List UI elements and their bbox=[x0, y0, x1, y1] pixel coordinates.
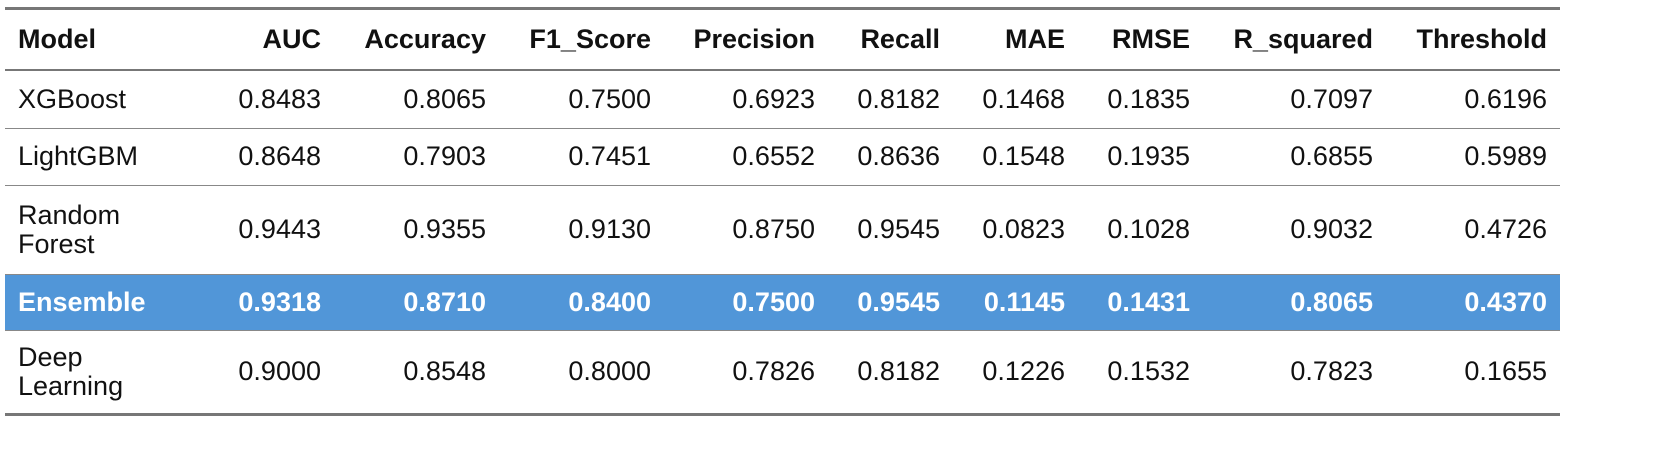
metric-cell: 0.9443 bbox=[210, 185, 334, 275]
header-cell: Precision bbox=[664, 7, 828, 71]
metric-cell: 0.8182 bbox=[828, 70, 953, 129]
metric-cell: 0.1835 bbox=[1078, 70, 1203, 129]
table-row: Ensemble 0.9318 0.8710 0.8400 0.7500 0.9545 0.… bbox=[5, 274, 1560, 331]
header-cell: Threshold bbox=[1386, 7, 1560, 71]
metric-cell: 0.7500 bbox=[499, 70, 664, 129]
metric-cell: 0.1935 bbox=[1078, 128, 1203, 186]
metric-cell: 0.9545 bbox=[828, 185, 953, 275]
metric-cell: 0.1532 bbox=[1078, 330, 1203, 416]
header-cell: Accuracy bbox=[334, 7, 499, 71]
metric-cell: 0.8636 bbox=[828, 128, 953, 186]
metric-cell: 0.6552 bbox=[664, 128, 828, 186]
table-row: XGBoost 0.8483 0.8065 0.7500 0.6923 0.8182 0.1… bbox=[5, 70, 1560, 129]
metric-cell: 0.7451 bbox=[499, 128, 664, 186]
header-cell: AUC bbox=[210, 7, 334, 71]
metric-cell: 0.8065 bbox=[1203, 274, 1386, 331]
results-table: Model AUC Accuracy F1_Score Precision Recall M… bbox=[5, 7, 1560, 416]
metric-cell: 0.0823 bbox=[953, 185, 1078, 275]
metric-cell: 0.1655 bbox=[1386, 330, 1560, 416]
table-row: LightGBM 0.8648 0.7903 0.7451 0.6552 0.8636 0.… bbox=[5, 128, 1560, 186]
metric-cell: 0.4370 bbox=[1386, 274, 1560, 331]
metric-cell: 0.4726 bbox=[1386, 185, 1560, 275]
metric-cell: 0.8483 bbox=[210, 70, 334, 129]
metric-cell: 0.9318 bbox=[210, 274, 334, 331]
model-cell: Ensemble bbox=[5, 274, 210, 331]
header-cell: F1_Score bbox=[499, 7, 664, 71]
metric-cell: 0.1028 bbox=[1078, 185, 1203, 275]
model-name: Random Forest bbox=[18, 199, 121, 259]
metric-cell: 0.7097 bbox=[1203, 70, 1386, 129]
model-name: XGBoost bbox=[18, 83, 127, 114]
metric-cell: 0.6923 bbox=[664, 70, 828, 129]
metric-cell: 0.8000 bbox=[499, 330, 664, 416]
metric-cell: 0.8648 bbox=[210, 128, 334, 186]
metric-cell: 0.7823 bbox=[1203, 330, 1386, 416]
metric-cell: 0.1226 bbox=[953, 330, 1078, 416]
model-name: Ensemble bbox=[18, 286, 146, 317]
metric-cell: 0.8710 bbox=[334, 274, 499, 331]
metric-cell: 0.8548 bbox=[334, 330, 499, 416]
model-cell: XGBoost bbox=[5, 70, 210, 129]
model-cell: LightGBM bbox=[5, 128, 210, 186]
metric-cell: 0.1145 bbox=[953, 274, 1078, 331]
header-cell: RMSE bbox=[1078, 7, 1203, 71]
metric-cell: 0.8065 bbox=[334, 70, 499, 129]
metric-cell: 0.7500 bbox=[664, 274, 828, 331]
table-row: Random Forest 0.9443 0.9355 0.9130 0.8750 0.9… bbox=[5, 185, 1560, 275]
table-body: XGBoost 0.8483 0.8065 0.7500 0.6923 0.8182 0.1… bbox=[5, 70, 1560, 416]
header-cell: Recall bbox=[828, 7, 953, 71]
metric-cell: 0.8400 bbox=[499, 274, 664, 331]
metric-cell: 0.1431 bbox=[1078, 274, 1203, 331]
metric-cell: 0.8182 bbox=[828, 330, 953, 416]
header-cell: Model bbox=[5, 7, 210, 71]
model-name: Deep Learning bbox=[18, 341, 124, 401]
metric-cell: 0.1548 bbox=[953, 128, 1078, 186]
metric-cell: 0.8750 bbox=[664, 185, 828, 275]
model-cell: Random Forest bbox=[5, 185, 210, 275]
model-name: LightGBM bbox=[18, 141, 139, 171]
metric-cell: 0.9032 bbox=[1203, 185, 1386, 275]
header-row: Model AUC Accuracy F1_Score Precision Recall M… bbox=[5, 7, 1560, 71]
metric-cell: 0.6196 bbox=[1386, 70, 1560, 129]
model-cell: Deep Learning bbox=[5, 330, 210, 416]
header-cell: R_squared bbox=[1203, 7, 1386, 71]
table-header: Model AUC Accuracy F1_Score Precision Recall M… bbox=[5, 7, 1560, 71]
metric-cell: 0.9355 bbox=[334, 185, 499, 275]
metric-cell: 0.5989 bbox=[1386, 128, 1560, 186]
metric-cell: 0.1468 bbox=[953, 70, 1078, 129]
metric-cell: 0.9130 bbox=[499, 185, 664, 275]
metric-cell: 0.7903 bbox=[334, 128, 499, 186]
metric-cell: 0.7826 bbox=[664, 330, 828, 416]
header-cell: MAE bbox=[953, 7, 1078, 71]
metric-cell: 0.9000 bbox=[210, 330, 334, 416]
metric-cell: 0.9545 bbox=[828, 274, 953, 331]
table-row: Deep Learning 0.9000 0.8548 0.8000 0.7826 0.8… bbox=[5, 330, 1560, 416]
metric-cell: 0.6855 bbox=[1203, 128, 1386, 186]
